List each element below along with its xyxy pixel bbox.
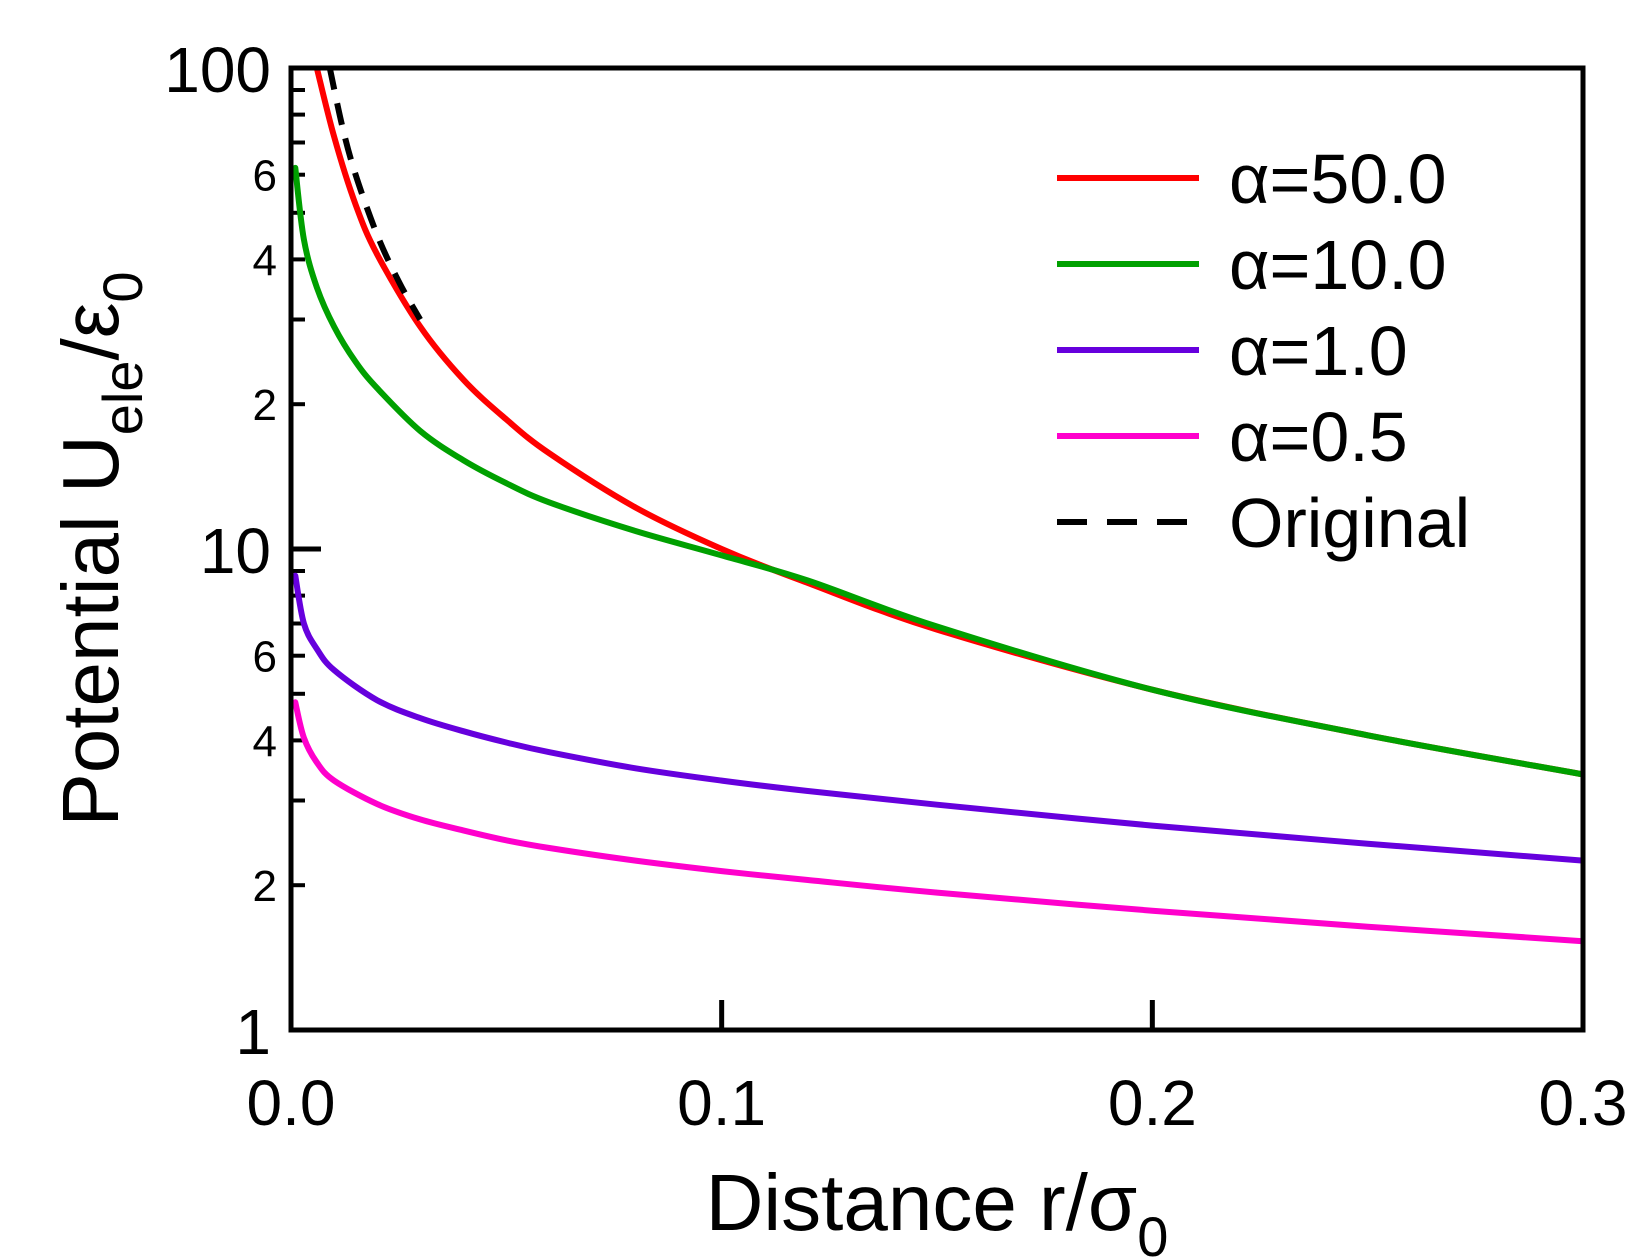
y-axis-title-main: Potential U [46, 435, 135, 826]
y-tick-label: 1 [235, 996, 271, 1068]
x-tick-label: 0.3 [1539, 1067, 1628, 1139]
legend: α=50.0 α=10.0 α=1.0 α=0.5 Original [1057, 140, 1470, 562]
y-axis-title: Potential Uele/ε0 [46, 271, 154, 826]
series-line [292, 164, 1583, 778]
x-axis-title-main: Distance r/σ [706, 1158, 1138, 1247]
y-tick-label: 10 [200, 515, 271, 587]
x-axis-title: Distance r/σ0 [706, 1158, 1169, 1260]
x-tick-label: 0.0 [247, 1067, 336, 1139]
y-minor-tick-label: 6 [253, 633, 277, 682]
legend-label: Original [1229, 484, 1470, 562]
x-axis-title-sub: 0 [1137, 1205, 1168, 1260]
y-tick-label: 100 [164, 34, 271, 106]
y-minor-tick-label: 6 [253, 152, 277, 201]
legend-label: α=0.5 [1229, 398, 1408, 476]
legend-label: α=50.0 [1229, 140, 1447, 218]
legend-label: α=1.0 [1229, 312, 1408, 390]
axis-ticks: 0.0 0.1 0.2 0.3 1 10 100 2 4 6 2 4 6 [164, 34, 1627, 1139]
y-minor-tick-label: 4 [253, 717, 277, 766]
legend-label: α=10.0 [1229, 226, 1447, 304]
y-axis-title-mid: /ε [46, 303, 135, 361]
series-lines [292, 68, 1583, 945]
x-tick-label: 0.2 [1108, 1067, 1197, 1139]
y-minor-tick-label: 2 [253, 381, 277, 430]
series-line [326, 68, 423, 321]
series-line [292, 572, 1583, 864]
series-line [292, 699, 1583, 945]
y-axis-title-sub2: 0 [91, 271, 154, 302]
x-tick-label: 0.1 [677, 1067, 766, 1139]
y-axis-title-sub1: ele [91, 360, 154, 435]
y-minor-tick-label: 4 [253, 236, 277, 285]
y-minor-tick-label: 2 [253, 862, 277, 911]
